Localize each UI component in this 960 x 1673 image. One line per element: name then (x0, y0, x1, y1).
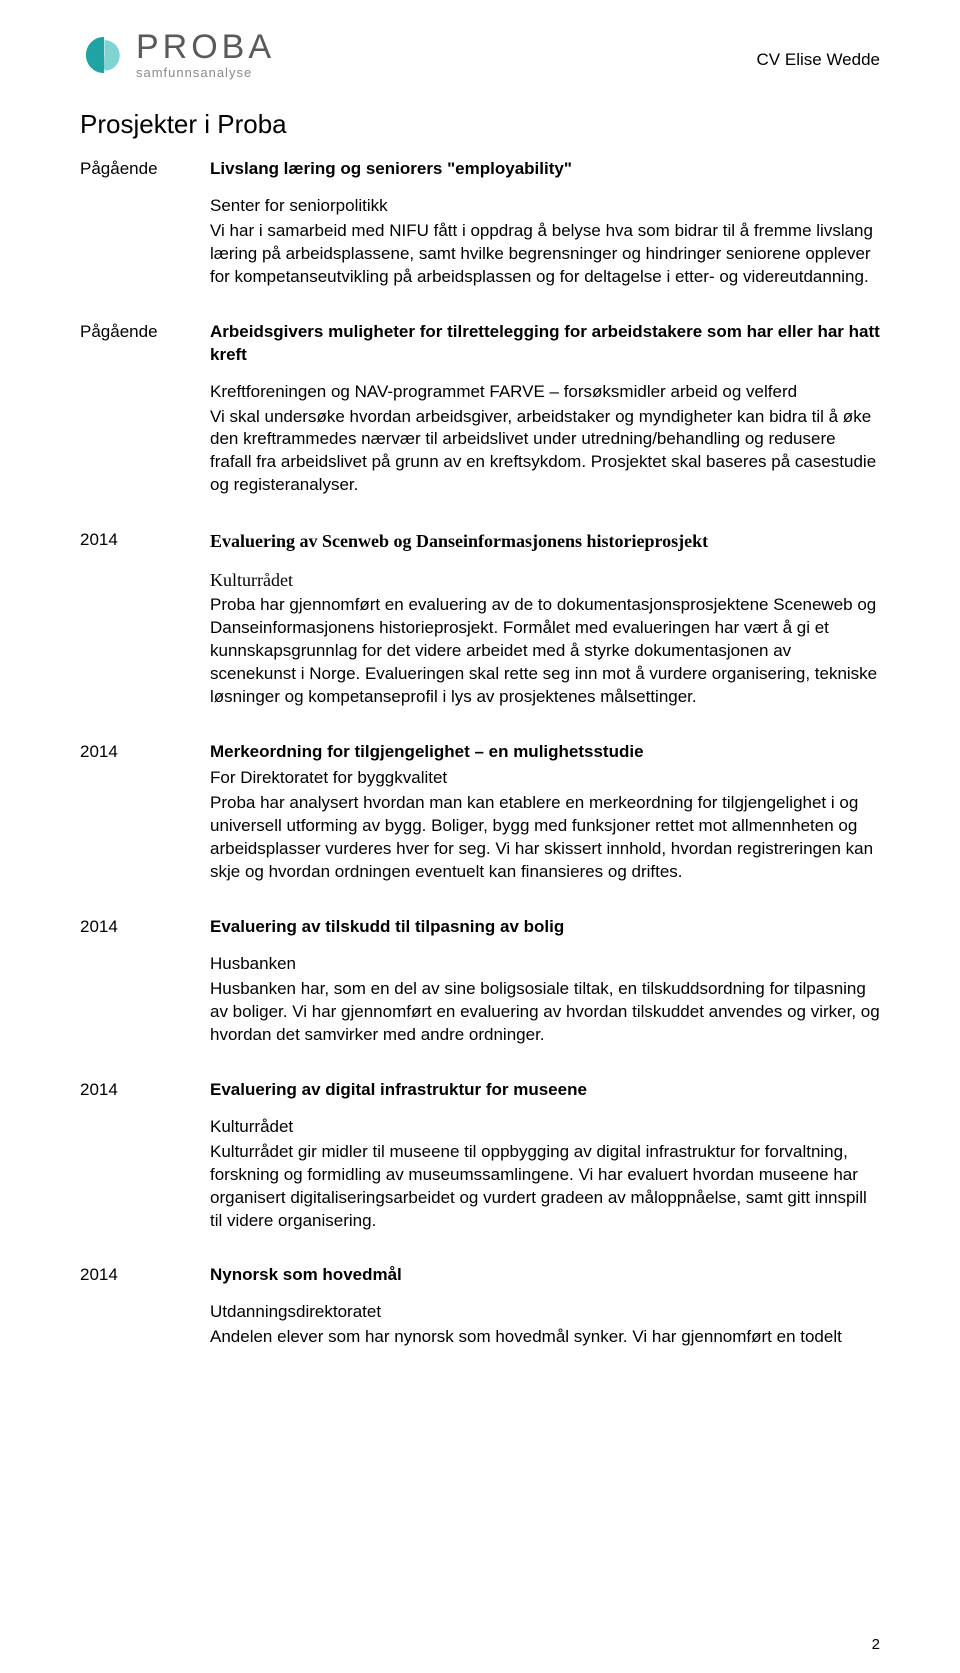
project-year: Pågående (80, 158, 210, 179)
project-org: Kulturrådet (210, 1116, 880, 1139)
project-entry: 2014Evaluering av tilskudd til tilpasnin… (80, 916, 880, 1047)
cv-label: CV Elise Wedde (757, 50, 880, 70)
project-description: Kulturrådet gir midler til museene til o… (210, 1141, 880, 1233)
project-body: Arbeidsgivers muligheter for tilretteleg… (210, 321, 880, 498)
project-entry: 2014Evaluering av digital infrastruktur … (80, 1079, 880, 1233)
logo-subtitle: samfunnsanalyse (136, 66, 275, 79)
project-entry: PågåendeArbeidsgivers muligheter for til… (80, 321, 880, 498)
project-body: Merkeordning for tilgjengelighet – en mu… (210, 741, 880, 885)
project-body: Nynorsk som hovedmål Utdanningsdirektorat… (210, 1264, 880, 1349)
project-title: Arbeidsgivers muligheter for tilretteleg… (210, 321, 880, 367)
project-description: Andelen elever som har nynorsk som hoved… (210, 1326, 880, 1349)
project-org: Utdanningsdirektoratet (210, 1301, 880, 1324)
project-year: 2014 (80, 529, 210, 550)
project-body: Evaluering av tilskudd til tilpasning av… (210, 916, 880, 1047)
logo-text: PROBA samfunnsanalyse (136, 30, 275, 79)
page-header: PROBA samfunnsanalyse CV Elise Wedde (80, 30, 880, 79)
project-year: 2014 (80, 916, 210, 937)
project-body: Evaluering av digital infrastruktur for … (210, 1079, 880, 1233)
entries-list: PågåendeLivslang læring og seniorers "em… (80, 158, 880, 1349)
project-title: Merkeordning for tilgjengelighet – en mu… (210, 741, 880, 764)
project-description: Vi skal undersøke hvordan arbeidsgiver, … (210, 406, 880, 498)
project-title: Livslang læring og seniorers "employabil… (210, 158, 880, 181)
project-description: Proba har gjennomført en evaluering av d… (210, 594, 880, 709)
logo: PROBA samfunnsanalyse (80, 30, 275, 79)
project-description: Proba har analysert hvordan man kan etab… (210, 792, 880, 884)
project-body: Livslang læring og seniorers "employabil… (210, 158, 880, 289)
project-title: Nynorsk som hovedmål (210, 1264, 880, 1287)
project-org: For Direktoratet for byggkvalitet (210, 767, 880, 790)
project-year: Pågående (80, 321, 210, 342)
logo-icon (80, 31, 128, 79)
project-org: Kulturrådet (210, 568, 880, 592)
project-entry: 2014Evaluering av Scenweb og Danseinform… (80, 529, 880, 708)
project-title: Evaluering av digital infrastruktur for … (210, 1079, 880, 1102)
project-body: Evaluering av Scenweb og Danseinformasjo… (210, 529, 880, 708)
project-title: Evaluering av tilskudd til tilpasning av… (210, 916, 880, 939)
project-year: 2014 (80, 1079, 210, 1100)
project-org: Senter for seniorpolitikk (210, 195, 880, 218)
project-year: 2014 (80, 741, 210, 762)
project-year: 2014 (80, 1264, 210, 1285)
project-org: Husbanken (210, 953, 880, 976)
project-entry: PågåendeLivslang læring og seniorers "em… (80, 158, 880, 289)
section-title: Prosjekter i Proba (80, 109, 880, 140)
project-description: Vi har i samarbeid med NIFU fått i oppdr… (210, 220, 880, 289)
project-entry: 2014Merkeordning for tilgjengelighet – e… (80, 741, 880, 885)
project-title: Evaluering av Scenweb og Danseinformasjo… (210, 529, 880, 553)
project-org: Kreftforeningen og NAV-programmet FARVE … (210, 381, 880, 404)
page-number: 2 (872, 1636, 880, 1653)
logo-word: PROBA (136, 30, 275, 64)
project-entry: 2014Nynorsk som hovedmål Utdanningsdirekt… (80, 1264, 880, 1349)
project-description: Husbanken har, som en del av sine boligs… (210, 978, 880, 1047)
